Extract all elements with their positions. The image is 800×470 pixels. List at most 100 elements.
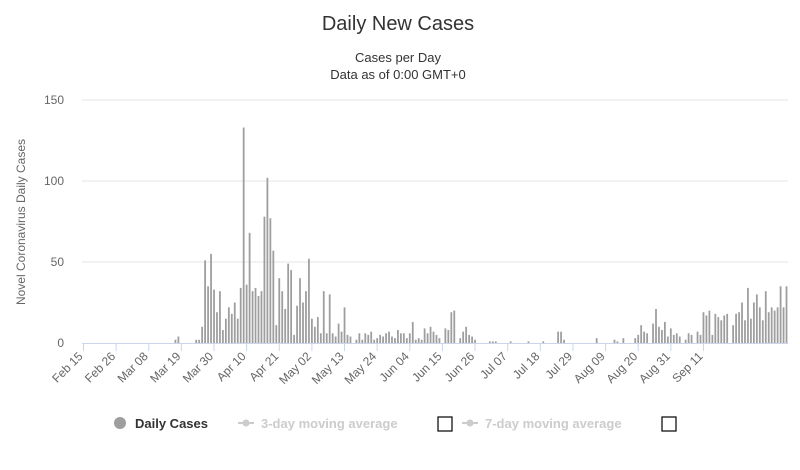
bar[interactable] — [248, 232, 251, 343]
bar[interactable] — [260, 291, 263, 343]
bar[interactable] — [402, 333, 405, 343]
bar[interactable] — [664, 321, 666, 343]
bar[interactable] — [747, 287, 749, 343]
bar[interactable] — [349, 336, 352, 343]
bar[interactable] — [429, 326, 432, 343]
bar[interactable] — [313, 326, 316, 343]
bar[interactable] — [266, 177, 269, 343]
bar[interactable] — [284, 308, 287, 343]
bar[interactable] — [296, 305, 298, 343]
bar[interactable] — [278, 278, 281, 343]
bar[interactable] — [379, 334, 382, 343]
legend-item-7-day-moving-average[interactable]: 7-day moving average — [462, 416, 677, 432]
bar[interactable] — [637, 334, 640, 343]
legend-checkbox[interactable] — [661, 416, 677, 432]
bar[interactable] — [779, 286, 782, 343]
bar[interactable] — [308, 258, 310, 343]
bar[interactable] — [696, 331, 699, 343]
bar[interactable] — [370, 331, 373, 343]
bar[interactable] — [346, 334, 349, 343]
bar[interactable] — [699, 334, 702, 343]
bar[interactable] — [723, 315, 726, 343]
bar[interactable] — [453, 310, 456, 343]
bar[interactable] — [385, 333, 387, 343]
bar[interactable] — [782, 307, 785, 343]
bar[interactable] — [613, 339, 616, 343]
bar[interactable] — [399, 333, 402, 343]
bar[interactable] — [245, 284, 248, 343]
bar[interactable] — [661, 330, 663, 343]
bar[interactable] — [337, 323, 340, 343]
bar[interactable] — [616, 341, 619, 343]
bar[interactable] — [755, 294, 758, 343]
bar[interactable] — [669, 328, 672, 343]
bar[interactable] — [711, 334, 714, 343]
bar[interactable] — [405, 338, 408, 343]
bar[interactable] — [254, 287, 257, 343]
bar[interactable] — [563, 339, 565, 343]
bar[interactable] — [340, 331, 343, 343]
bar[interactable] — [364, 333, 367, 343]
bar[interactable] — [227, 307, 230, 343]
bar[interactable] — [767, 312, 770, 343]
bar[interactable] — [655, 308, 657, 343]
bar[interactable] — [438, 338, 441, 343]
bar[interactable] — [411, 321, 414, 343]
legend-item-daily-cases[interactable]: Daily Cases — [114, 416, 208, 431]
bar[interactable] — [705, 315, 708, 343]
bar[interactable] — [726, 313, 729, 343]
bar[interactable] — [658, 326, 660, 343]
bar[interactable] — [423, 328, 426, 343]
bar[interactable] — [408, 333, 411, 343]
bar[interactable] — [358, 333, 361, 343]
bar[interactable] — [708, 310, 711, 343]
bar[interactable] — [714, 313, 717, 343]
bar[interactable] — [216, 312, 218, 343]
bar[interactable] — [462, 331, 465, 343]
bar[interactable] — [595, 338, 598, 343]
bar[interactable] — [177, 336, 180, 343]
bar[interactable] — [269, 218, 272, 343]
bar[interactable] — [281, 291, 284, 343]
bar[interactable] — [634, 338, 637, 343]
bar[interactable] — [287, 263, 290, 343]
bar[interactable] — [331, 333, 334, 343]
bar[interactable] — [201, 326, 204, 343]
bar[interactable] — [272, 250, 275, 343]
bar[interactable] — [732, 325, 735, 343]
bar[interactable] — [764, 291, 767, 343]
bar[interactable] — [744, 320, 746, 343]
bar[interactable] — [224, 318, 227, 343]
bar[interactable] — [388, 331, 390, 343]
bar[interactable] — [355, 339, 358, 343]
bar[interactable] — [652, 323, 654, 343]
bar[interactable] — [672, 334, 675, 343]
bar[interactable] — [527, 341, 530, 343]
bar[interactable] — [560, 331, 562, 343]
bar[interactable] — [776, 307, 779, 343]
bar[interactable] — [302, 302, 304, 344]
bar[interactable] — [435, 334, 438, 343]
bar[interactable] — [684, 339, 687, 343]
bar[interactable] — [741, 302, 743, 344]
bar[interactable] — [242, 127, 245, 343]
bar[interactable] — [251, 291, 254, 343]
bar[interactable] — [702, 312, 705, 343]
bar[interactable] — [219, 291, 221, 343]
bar[interactable] — [361, 339, 364, 343]
legend[interactable]: Daily Cases 3-day moving average 7-day mov… — [114, 416, 677, 432]
bar[interactable] — [426, 333, 429, 343]
bar[interactable] — [474, 339, 476, 343]
bar[interactable] — [204, 260, 206, 343]
bar[interactable] — [494, 341, 497, 343]
bar[interactable] — [752, 302, 755, 344]
bar[interactable] — [643, 331, 646, 343]
bar[interactable] — [373, 339, 376, 343]
bar[interactable] — [305, 291, 307, 343]
bar[interactable] — [720, 320, 723, 343]
legend-item-3-day-moving-average[interactable]: 3-day moving average — [238, 416, 453, 432]
bar[interactable] — [233, 302, 236, 344]
bar[interactable] — [770, 307, 773, 343]
bar[interactable] — [542, 341, 545, 343]
bar[interactable] — [687, 333, 690, 343]
